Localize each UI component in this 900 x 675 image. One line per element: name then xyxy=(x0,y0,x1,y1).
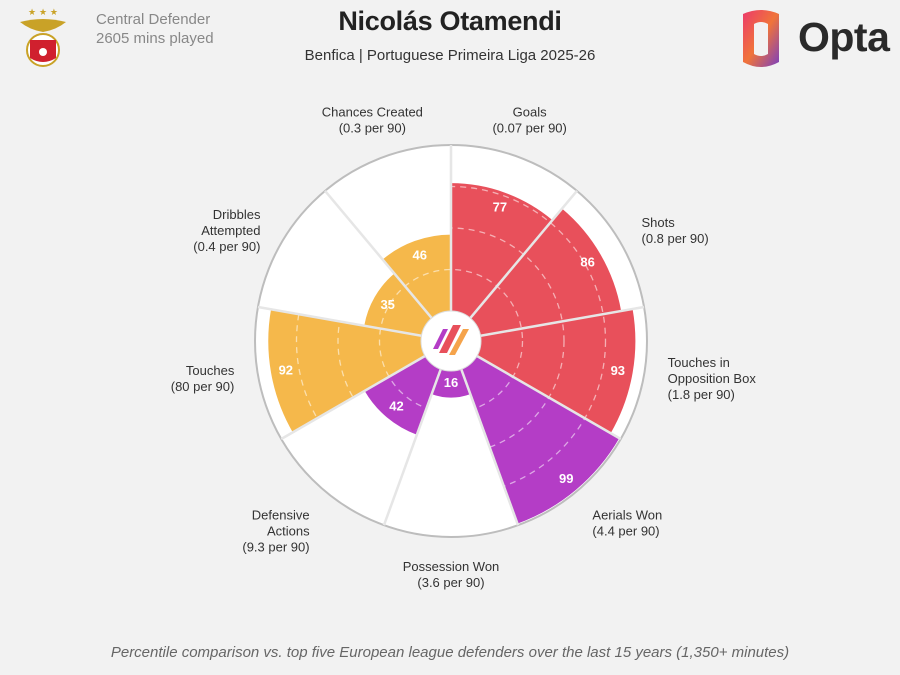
value-label: 35 xyxy=(380,297,394,312)
bar xyxy=(382,234,451,319)
value-label: 16 xyxy=(444,375,458,390)
bar xyxy=(364,273,432,336)
category-rate-label: (9.3 per 90) xyxy=(242,540,309,555)
player-role: Central Defender 2605 mins played xyxy=(96,10,214,48)
grid-spoke xyxy=(476,354,622,441)
category-name-label: Attempted xyxy=(201,223,260,238)
bar xyxy=(470,208,622,336)
grid-ring xyxy=(378,268,524,414)
center-brand-icon xyxy=(433,325,469,355)
chart-bars xyxy=(268,183,636,524)
category-rate-label: (80 per 90) xyxy=(171,379,235,394)
player-name: Nicolás Otamendi xyxy=(338,6,562,36)
chart-grid xyxy=(257,145,645,526)
category-name-label: Aerials Won xyxy=(592,508,662,523)
bar xyxy=(431,369,471,398)
value-label: 46 xyxy=(413,248,427,263)
center-stripe xyxy=(433,329,448,349)
bar xyxy=(476,308,636,434)
bar xyxy=(364,356,441,435)
category-name-label: Dribbles xyxy=(213,207,261,222)
footnote: Percentile comparison vs. top five Europ… xyxy=(110,644,790,661)
category-name-label: Defensive xyxy=(252,508,310,523)
value-label: 99 xyxy=(559,471,573,486)
grid-spoke xyxy=(460,368,520,526)
bar xyxy=(268,309,426,433)
value-label: 93 xyxy=(611,363,625,378)
value-label: 92 xyxy=(279,363,293,378)
grid-spoke xyxy=(324,190,433,319)
category-name-label: Opposition Box xyxy=(668,371,757,386)
grid-spoke xyxy=(280,354,426,441)
category-name-label: Touches in xyxy=(668,355,730,370)
category-name-label: Touches xyxy=(186,363,235,378)
value-label: 77 xyxy=(493,199,507,214)
category-rate-label: (0.07 per 90) xyxy=(492,120,566,135)
category-rate-label: (0.3 per 90) xyxy=(339,120,406,135)
value-label: 42 xyxy=(389,398,403,413)
center-stripe xyxy=(449,329,469,355)
minutes-text: 2605 mins played xyxy=(96,30,214,47)
grid-spoke xyxy=(480,305,645,338)
category-name-label: Chances Created xyxy=(322,104,423,119)
opta-wordmark: Opta xyxy=(798,14,890,60)
benfica-crest-icon: ★ ★ ★ xyxy=(20,8,66,67)
category-rate-label: (0.8 per 90) xyxy=(642,231,709,246)
category-rate-label: (1.8 per 90) xyxy=(668,387,735,402)
category-name-label: Actions xyxy=(267,524,310,539)
grid-spoke xyxy=(382,368,442,526)
value-label: 86 xyxy=(580,255,594,270)
grid-spoke xyxy=(257,305,422,338)
opta-logo-icon xyxy=(743,10,779,67)
value-labels: 77 86 93 99 16 42 92 35 46 xyxy=(279,199,625,486)
team-league: Benfica | Portuguese Primeira Liga 2025-… xyxy=(304,47,596,64)
center-stripe xyxy=(439,325,461,353)
category-name-label: Goals xyxy=(513,104,547,119)
bar xyxy=(451,183,553,319)
category-name-label: Possession Won xyxy=(403,559,500,574)
bar xyxy=(461,356,620,524)
category-rate-label: (4.4 per 90) xyxy=(592,524,659,539)
category-rate-label: (3.6 per 90) xyxy=(417,575,484,590)
category-name-label: Shots xyxy=(642,215,676,230)
position-text: Central Defender xyxy=(96,11,211,28)
category-labels: Goals(0.07 per 90) Shots(0.8 per 90) Touch… xyxy=(171,104,757,590)
category-rate-label: (0.4 per 90) xyxy=(193,239,260,254)
grid-spoke xyxy=(469,190,578,319)
center-logo xyxy=(420,310,482,372)
svg-text:★ ★ ★: ★ ★ ★ xyxy=(28,8,58,18)
